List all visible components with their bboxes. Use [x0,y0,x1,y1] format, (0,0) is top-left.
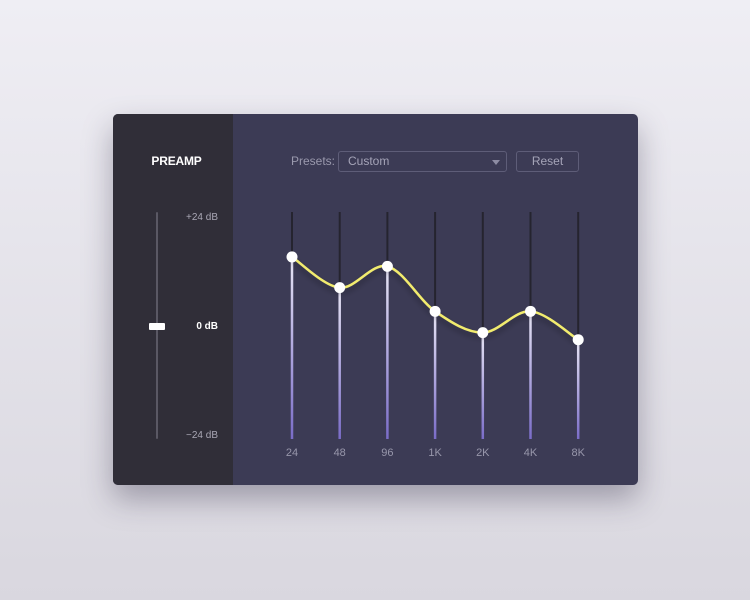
band-knob-24[interactable] [286,251,298,263]
frequency-label: 1K [428,447,442,459]
preamp-title: PREAMP [151,154,202,168]
band-level-24 [290,256,294,439]
preamp-max-label: +24 dB [186,212,218,223]
frequency-label: 8K [571,447,585,459]
frequency-label: 4K [523,447,538,459]
preamp-section: PREAMP +24 dB 0 dB −24 dB [113,114,233,485]
band-level-8K [576,339,580,439]
band-knob-4K[interactable] [525,305,536,317]
band-level-1K [433,311,437,439]
reset-button[interactable]: Reset [516,151,579,172]
band-level-4K [529,311,532,439]
frequency-label: 2K [476,447,490,459]
eq-bands[interactable] [113,114,638,485]
presets-value: Custom [348,154,390,168]
presets-dropdown[interactable]: Custom [338,151,507,172]
band-level-48 [338,287,341,439]
frequency-label: 24 [285,447,299,459]
band-knob-48[interactable] [334,282,346,294]
chevron-down-icon [492,160,500,165]
band-knob-96[interactable] [381,260,393,272]
band-level-2K [481,332,485,439]
preamp-slider-handle[interactable] [149,323,165,330]
equalizer-panel: PREAMP +24 dB 0 dB −24 dB Presets: Custo… [113,114,638,485]
presets-label: Presets: [291,154,336,168]
frequency-label: 96 [381,447,394,459]
preamp-min-label: −24 dB [186,430,218,441]
band-knob-1K[interactable] [429,305,441,317]
frequency-label: 48 [333,447,346,459]
band-knob-2K[interactable] [477,327,489,339]
band-level-96 [386,266,389,439]
preamp-zero-label: 0 dB [196,321,218,332]
band-knob-8K[interactable] [572,334,584,346]
